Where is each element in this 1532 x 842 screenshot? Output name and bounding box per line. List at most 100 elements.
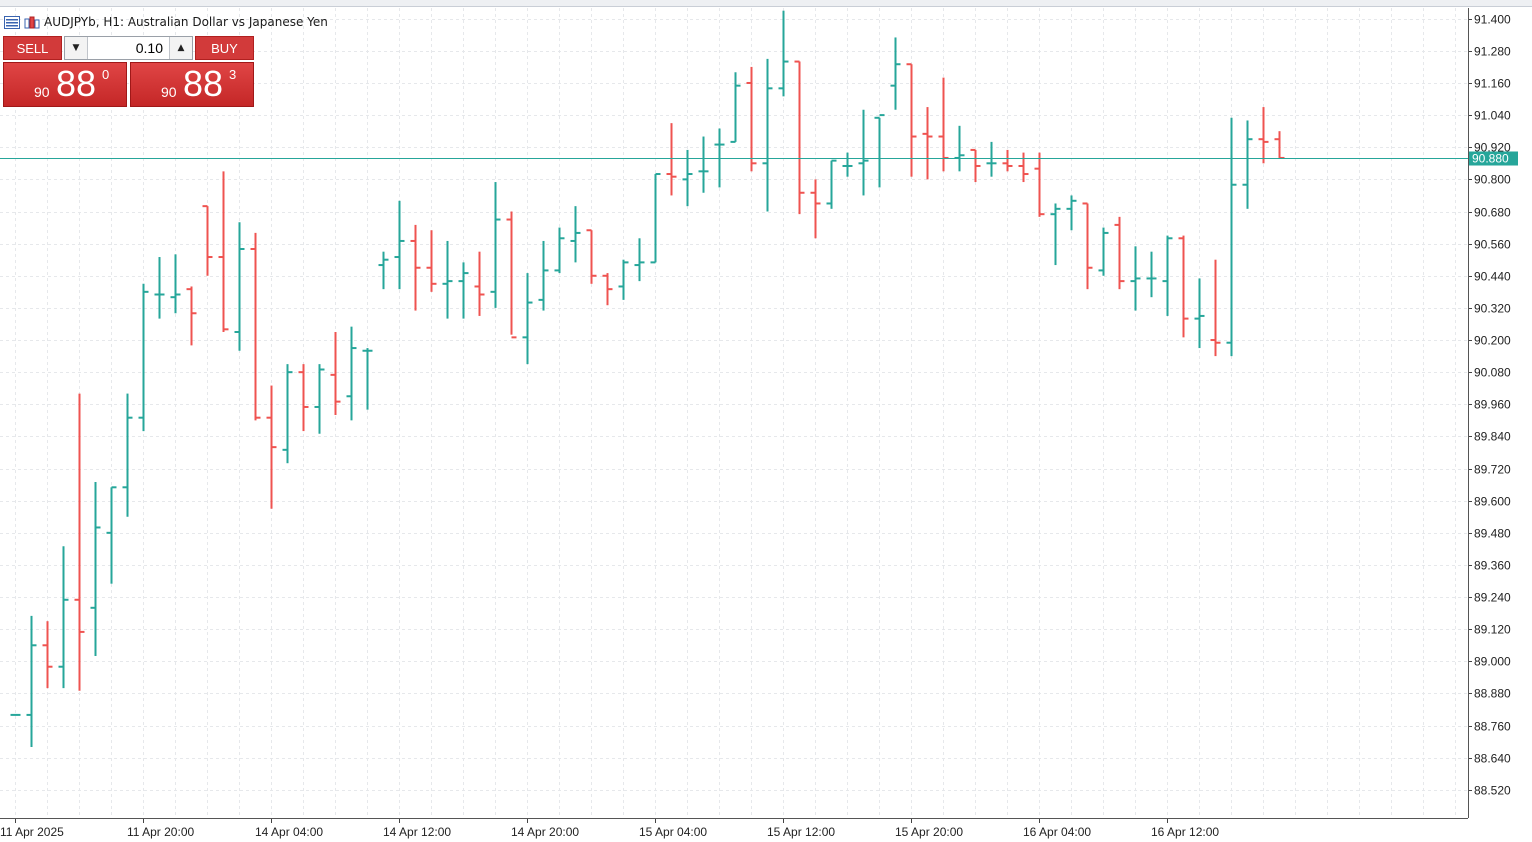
ohlc-bar (874, 114, 885, 188)
ohlc-bar (522, 273, 533, 365)
ohlc-bar (890, 37, 901, 110)
ohlc-bar (1226, 117, 1237, 357)
y-tick-label: 89.000 (1474, 655, 1511, 669)
x-tick-label: 16 Apr 04:00 (1023, 825, 1091, 839)
ohlc-bar (650, 173, 661, 264)
sell-price-main: 88 (56, 63, 97, 104)
ohlc-bar (122, 393, 133, 517)
ohlc-bar (442, 240, 453, 319)
ohlc-bar (794, 60, 805, 215)
sell-price-button[interactable]: 90 88 0 (3, 62, 127, 107)
plot-area (0, 8, 1468, 818)
x-tick-label: 14 Apr 04:00 (255, 825, 323, 839)
ohlc-bar (1098, 227, 1109, 276)
ohlc-bar (506, 211, 517, 339)
ohlc-bar (266, 385, 277, 509)
sell-button[interactable]: SELL (3, 36, 62, 60)
caret-up-icon: ▲ (177, 43, 185, 53)
y-tick-label: 90.680 (1474, 206, 1511, 220)
ohlc-bar (922, 107, 933, 180)
ohlc-bar (74, 393, 85, 691)
current-price-label: 90.880 (1472, 152, 1509, 166)
x-tick-label: 15 Apr 12:00 (767, 825, 835, 839)
ohlc-bar (570, 206, 581, 263)
ohlc-bar (714, 128, 725, 188)
ohlc-bar (730, 72, 741, 143)
ohlc-bar (618, 259, 629, 300)
y-tick-label: 90.200 (1474, 334, 1511, 348)
chart-list-icon[interactable] (4, 15, 20, 29)
sell-price-fraction: 0 (102, 67, 110, 82)
ohlc-bar (1210, 259, 1221, 357)
chart-title-bar: AUDJPYb, H1: Australian Dollar vs Japane… (4, 13, 328, 31)
ohlc-bar (426, 230, 437, 292)
ohlc-bar (554, 227, 565, 274)
bar-chart-icon[interactable] (24, 16, 40, 29)
chart-title: AUDJPYb, H1: Australian Dollar vs Japane… (44, 15, 328, 29)
y-tick-label: 91.400 (1474, 13, 1511, 27)
ohlc-bar (826, 159, 837, 209)
y-tick-label: 90.080 (1474, 366, 1511, 380)
y-tick-label: 91.160 (1474, 77, 1511, 91)
ohlc-bars (10, 10, 1285, 748)
y-tick-label: 90.440 (1474, 270, 1511, 284)
ohlc-bar (1114, 216, 1125, 290)
lot-increase-button[interactable]: ▲ (169, 37, 192, 59)
top-toolbar-strip (0, 0, 1532, 7)
y-tick-label: 90.800 (1474, 173, 1511, 187)
ohlc-bar (458, 262, 469, 319)
ohlc-bar (1162, 235, 1173, 316)
lot-size-input[interactable] (89, 37, 165, 59)
ohlc-bar (490, 182, 501, 308)
ohlc-bar (698, 136, 709, 193)
y-tick-label: 90.560 (1474, 238, 1511, 252)
lot-decrease-button[interactable]: ▼ (65, 37, 88, 59)
ohlc-bar (330, 332, 341, 416)
ohlc-bar (762, 58, 773, 212)
y-tick-label: 90.920 (1474, 141, 1511, 155)
buy-price-fraction: 3 (229, 67, 237, 82)
ohlc-bar (954, 125, 965, 172)
y-tick-label: 89.480 (1474, 527, 1511, 541)
x-tick-label: 16 Apr 12:00 (1151, 825, 1219, 839)
ohlc-bar (778, 10, 789, 97)
ohlc-bar (378, 251, 389, 290)
ohlc-bar (410, 224, 421, 311)
ohlc-bar (394, 200, 405, 290)
buy-price-button[interactable]: 90 88 3 (130, 62, 254, 107)
ohlc-bar (202, 205, 213, 276)
ohlc-bar (346, 326, 357, 421)
lot-size-stepper: ▼ ▲ (64, 36, 193, 60)
ohlc-bar (1066, 195, 1077, 231)
ohlc-bar (1242, 120, 1253, 209)
ohlc-bar (90, 481, 101, 656)
x-tick-label: 11 Apr 20:00 (127, 825, 194, 839)
ohlc-bar (746, 66, 757, 172)
ohlc-bar (682, 149, 693, 207)
buy-button[interactable]: BUY (195, 36, 254, 60)
ohlc-bar (1274, 131, 1285, 159)
ohlc-bar (970, 148, 981, 183)
ohlc-bar (1050, 203, 1061, 266)
ohlc-bar (1082, 202, 1093, 290)
one-click-trading-panel: SELL ▼ ▲ BUY 90 88 0 90 88 3 (3, 35, 254, 107)
ohlc-bar (1130, 246, 1141, 311)
ohlc-bar (138, 283, 149, 432)
ohlc-bar (986, 141, 997, 177)
ohlc-bar (842, 152, 853, 177)
x-tick-label: 14 Apr 12:00 (383, 825, 451, 839)
y-tick-label: 88.880 (1474, 687, 1511, 701)
x-tick-label: 15 Apr 20:00 (895, 825, 963, 839)
y-tick-label: 89.120 (1474, 623, 1511, 637)
ohlc-bar (1018, 152, 1029, 183)
ohlc-bar (282, 364, 293, 464)
ohlc-bar (218, 171, 229, 332)
y-tick-label: 91.280 (1474, 45, 1511, 59)
ohlc-bar (586, 229, 597, 284)
ohlc-bar (42, 621, 53, 689)
sell-price-prefix: 90 (34, 84, 50, 100)
ohlc-bar (1258, 107, 1269, 164)
y-tick-label: 89.960 (1474, 398, 1511, 412)
x-tick-label: 11 Apr 2025 (0, 825, 64, 839)
